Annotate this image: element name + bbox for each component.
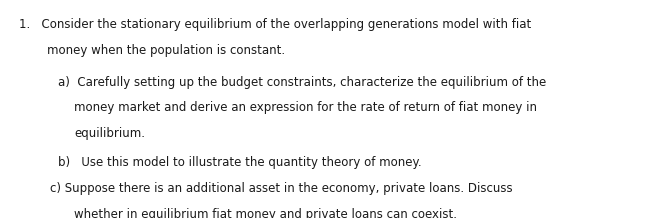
Text: money when the population is constant.: money when the population is constant. [47,44,286,57]
Text: whether in equilibrium fiat money and private loans can coexist.: whether in equilibrium fiat money and pr… [74,208,457,218]
Text: a)  Carefully setting up the budget constraints, characterize the equilibrium of: a) Carefully setting up the budget const… [58,76,547,89]
Text: c) Suppose there is an additional asset in the economy, private loans. Discuss: c) Suppose there is an additional asset … [50,182,512,195]
Text: equilibrium.: equilibrium. [74,127,145,140]
Text: 1.   Consider the stationary equilibrium of the overlapping generations model wi: 1. Consider the stationary equilibrium o… [19,18,532,31]
Text: money market and derive an expression for the rate of return of fiat money in: money market and derive an expression fo… [74,101,537,114]
Text: b)   Use this model to illustrate the quantity theory of money.: b) Use this model to illustrate the quan… [58,156,422,169]
